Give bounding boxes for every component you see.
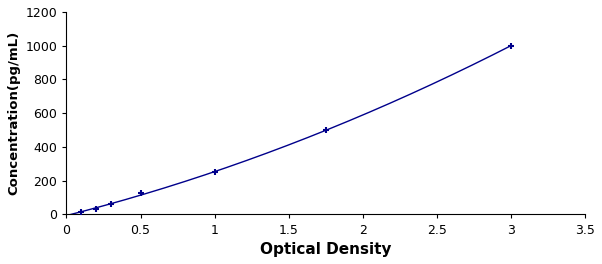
X-axis label: Optical Density: Optical Density bbox=[260, 242, 391, 257]
Y-axis label: Concentration(pg/mL): Concentration(pg/mL) bbox=[7, 31, 20, 195]
